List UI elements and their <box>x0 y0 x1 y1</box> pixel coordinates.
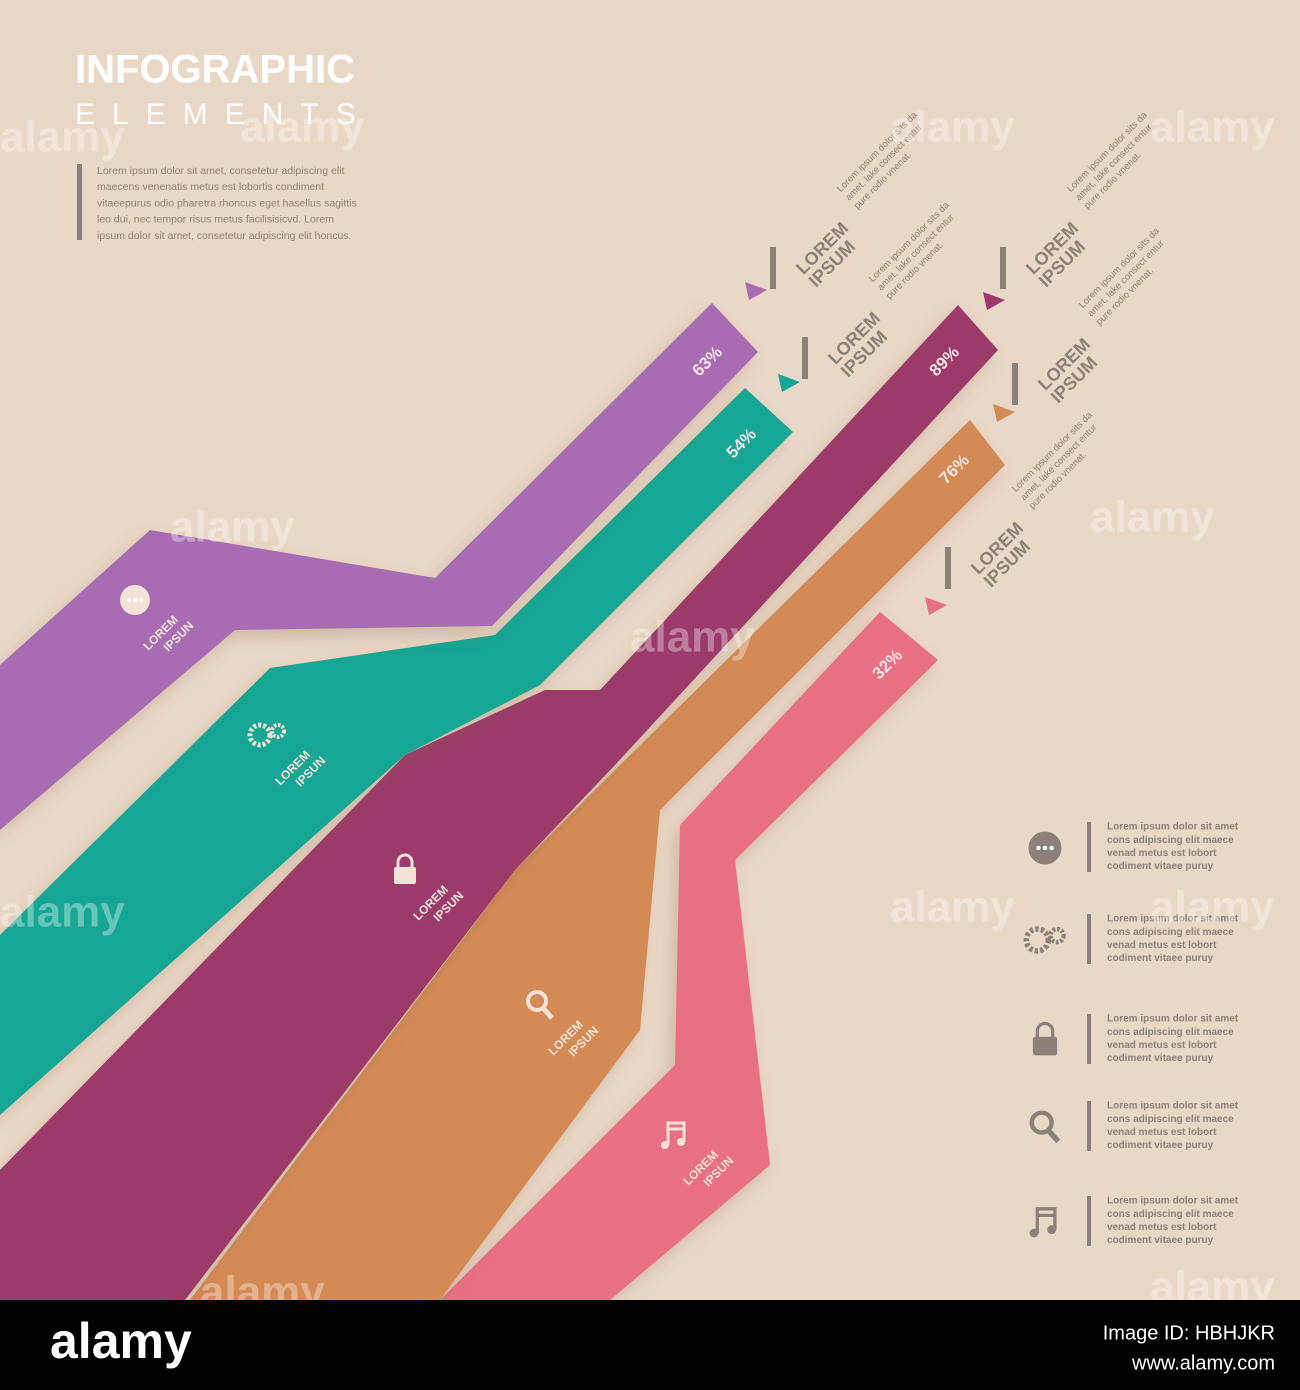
legend-bar <box>1087 822 1091 872</box>
icon-part <box>1032 1036 1058 1056</box>
ribbon <box>190 420 1005 1300</box>
icon-part <box>1048 926 1066 945</box>
callout-bar <box>802 337 808 379</box>
icon-part <box>1029 1110 1054 1135</box>
watermark: alamy <box>890 103 1015 152</box>
icon-search <box>1029 1110 1061 1144</box>
callout-arrow <box>925 597 947 615</box>
icon-gear <box>247 722 286 748</box>
title: INFOGRAPHIC <box>75 48 355 92</box>
icon-part <box>526 990 548 1012</box>
icon-lock <box>394 853 416 884</box>
icon-part <box>247 722 273 748</box>
icon-part <box>1042 845 1048 851</box>
watermark: alamy <box>890 883 1015 932</box>
icon-chat <box>120 585 150 615</box>
header-text: Lorem ipsum dolor sit amet, consetetur a… <box>97 165 345 177</box>
legend-text: venad metus est lobort <box>1107 1040 1217 1051</box>
legend-text: cons adipiscing elit maece <box>1107 1114 1234 1125</box>
icon-part <box>127 598 131 602</box>
legend-text: venad metus est lobort <box>1107 1127 1217 1138</box>
icon-gear <box>1023 926 1066 954</box>
legend-text: codiment vitaee puruy <box>1107 1140 1214 1151</box>
legend-text: Lorem ipsum dolor sit amet <box>1107 822 1239 833</box>
header-text: maecens venenatis metus est lobortis con… <box>97 181 324 193</box>
subtitle: ELEMENTS <box>75 98 373 131</box>
callout-bar <box>1000 247 1006 289</box>
callout-bar <box>770 247 776 289</box>
ribbons <box>0 303 1005 1300</box>
legend-text: codiment vitaee puruy <box>1107 861 1214 872</box>
watermark: alamy <box>1150 883 1275 932</box>
icon-part <box>1047 1225 1056 1235</box>
header-bar <box>77 164 82 240</box>
icon-part <box>541 1006 554 1020</box>
legend-text: cons adipiscing elit maece <box>1107 1027 1234 1038</box>
ribbon <box>0 305 998 1300</box>
icon-part <box>1046 1128 1061 1144</box>
icon-part <box>1049 845 1054 851</box>
callout-bar <box>945 547 951 589</box>
icon-part <box>270 723 286 739</box>
callout-arrow <box>745 282 767 300</box>
watermark: alamy <box>1090 493 1215 542</box>
icon-part <box>666 1121 686 1145</box>
watermark: alamy <box>240 103 365 152</box>
icon-part <box>133 598 137 602</box>
legend-text: cons adipiscing elit maece <box>1107 835 1234 846</box>
legend-text: Lorem ipsum dolor sit amet <box>1107 1014 1239 1025</box>
legend-text: venad metus est lobort <box>1107 1222 1217 1233</box>
legend-text: cons adipiscing elit maece <box>1107 1209 1234 1220</box>
legend-text: codiment vitaee puruy <box>1107 953 1214 964</box>
legend-bar <box>1087 1014 1091 1064</box>
legend-bar <box>1087 1101 1091 1151</box>
icon-part <box>1029 1228 1039 1238</box>
footer-url: www.alamy.com <box>1131 1352 1275 1374</box>
callout-arrow <box>993 404 1015 422</box>
watermark: alamy <box>1150 103 1275 152</box>
legend-text: Lorem ipsum dolor sit amet <box>1107 1101 1239 1112</box>
ribbon <box>0 388 793 1115</box>
legend-text: venad metus est lobort <box>1107 848 1217 859</box>
icon-part <box>1036 845 1041 851</box>
icon-music <box>1029 1207 1057 1238</box>
footer-bar <box>0 1300 1300 1390</box>
ribbon <box>440 612 938 1300</box>
header-text: ipsum dolor sit amet, consetetur adipisc… <box>97 230 351 242</box>
icon-lock <box>1032 1021 1058 1056</box>
header-text: leo dui, nec tempor risus metus facilisi… <box>97 214 334 226</box>
icon-part <box>1023 926 1052 954</box>
header-text: vitaeepurus odio pharetra rhoncus eget h… <box>97 197 357 209</box>
icon-part <box>1035 1207 1057 1234</box>
legend-text: codiment vitaee puruy <box>1107 1235 1214 1246</box>
legend-bar <box>1087 914 1091 964</box>
icon-search <box>526 990 554 1020</box>
callout-bar <box>1012 363 1018 405</box>
icon-part <box>394 867 416 884</box>
legend-text: codiment vitaee puruy <box>1107 1053 1214 1064</box>
watermark: alamy <box>170 503 295 552</box>
watermark: alamy <box>630 613 755 662</box>
watermark: alamy <box>0 888 125 937</box>
footer-logo: alamy <box>50 1313 192 1369</box>
legend-text: Lorem ipsum dolor sit amet <box>1107 914 1239 925</box>
icon-part <box>1035 1021 1055 1038</box>
icon-part <box>677 1138 685 1146</box>
icon-music <box>661 1121 686 1149</box>
legend-text: cons adipiscing elit maece <box>1107 927 1234 938</box>
icon-chat <box>1028 831 1062 865</box>
icon-part <box>396 853 414 868</box>
icon-part <box>661 1141 669 1149</box>
legend-bar <box>1087 1196 1091 1246</box>
ribbon <box>0 303 758 830</box>
legend-text: venad metus est lobort <box>1107 940 1217 951</box>
callout-arrow <box>778 374 800 392</box>
icon-part <box>139 598 143 602</box>
legend-text: Lorem ipsum dolor sit amet <box>1107 1196 1239 1207</box>
image-id: Image ID: HBHJKR <box>1103 1322 1275 1344</box>
callout-arrow <box>983 292 1005 310</box>
watermark: alamy <box>0 113 125 162</box>
